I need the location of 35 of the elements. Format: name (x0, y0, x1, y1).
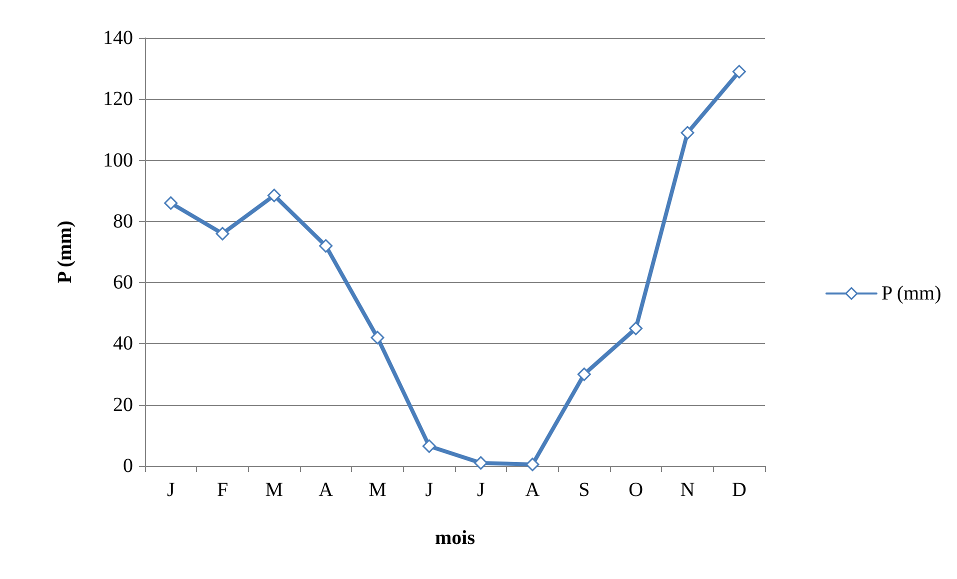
x-tick-label: M (368, 479, 387, 501)
point (267, 188, 281, 202)
x-tick-label: J (425, 479, 434, 501)
point (680, 126, 694, 140)
x-tick-label: S (578, 479, 590, 501)
y-tick-label: 20 (113, 394, 133, 416)
x-axis-title: mois (435, 527, 476, 549)
y-axis-title: P (mm) (54, 220, 76, 284)
point (629, 322, 643, 336)
point (474, 456, 488, 470)
x-tick-label: M (265, 479, 284, 501)
point (164, 196, 178, 210)
y-tick-label: 140 (103, 27, 133, 49)
x-tick-label: J (166, 479, 175, 501)
y-tick-label: 60 (113, 272, 133, 294)
point (422, 439, 436, 453)
legend-label: P (mm) (881, 282, 942, 304)
y-tick-label: 120 (103, 88, 133, 110)
x-tick-label: O (628, 479, 644, 501)
x-tick-label: J (476, 479, 485, 501)
y-tick-label: 40 (113, 332, 133, 355)
x-tick-label: A (525, 479, 540, 501)
point (526, 458, 540, 472)
point (319, 239, 333, 253)
x-tick-label: N (680, 479, 695, 501)
x-tick-label: A (318, 479, 334, 501)
y-tick-label: 100 (103, 149, 133, 172)
y-tick-label: 0 (123, 455, 133, 477)
point (732, 64, 746, 78)
point (577, 368, 591, 382)
point (216, 226, 230, 240)
x-tick-label: F (216, 479, 228, 501)
x-tick-label: D (732, 479, 746, 501)
point (370, 330, 384, 344)
y-tick-label: 80 (113, 210, 133, 232)
